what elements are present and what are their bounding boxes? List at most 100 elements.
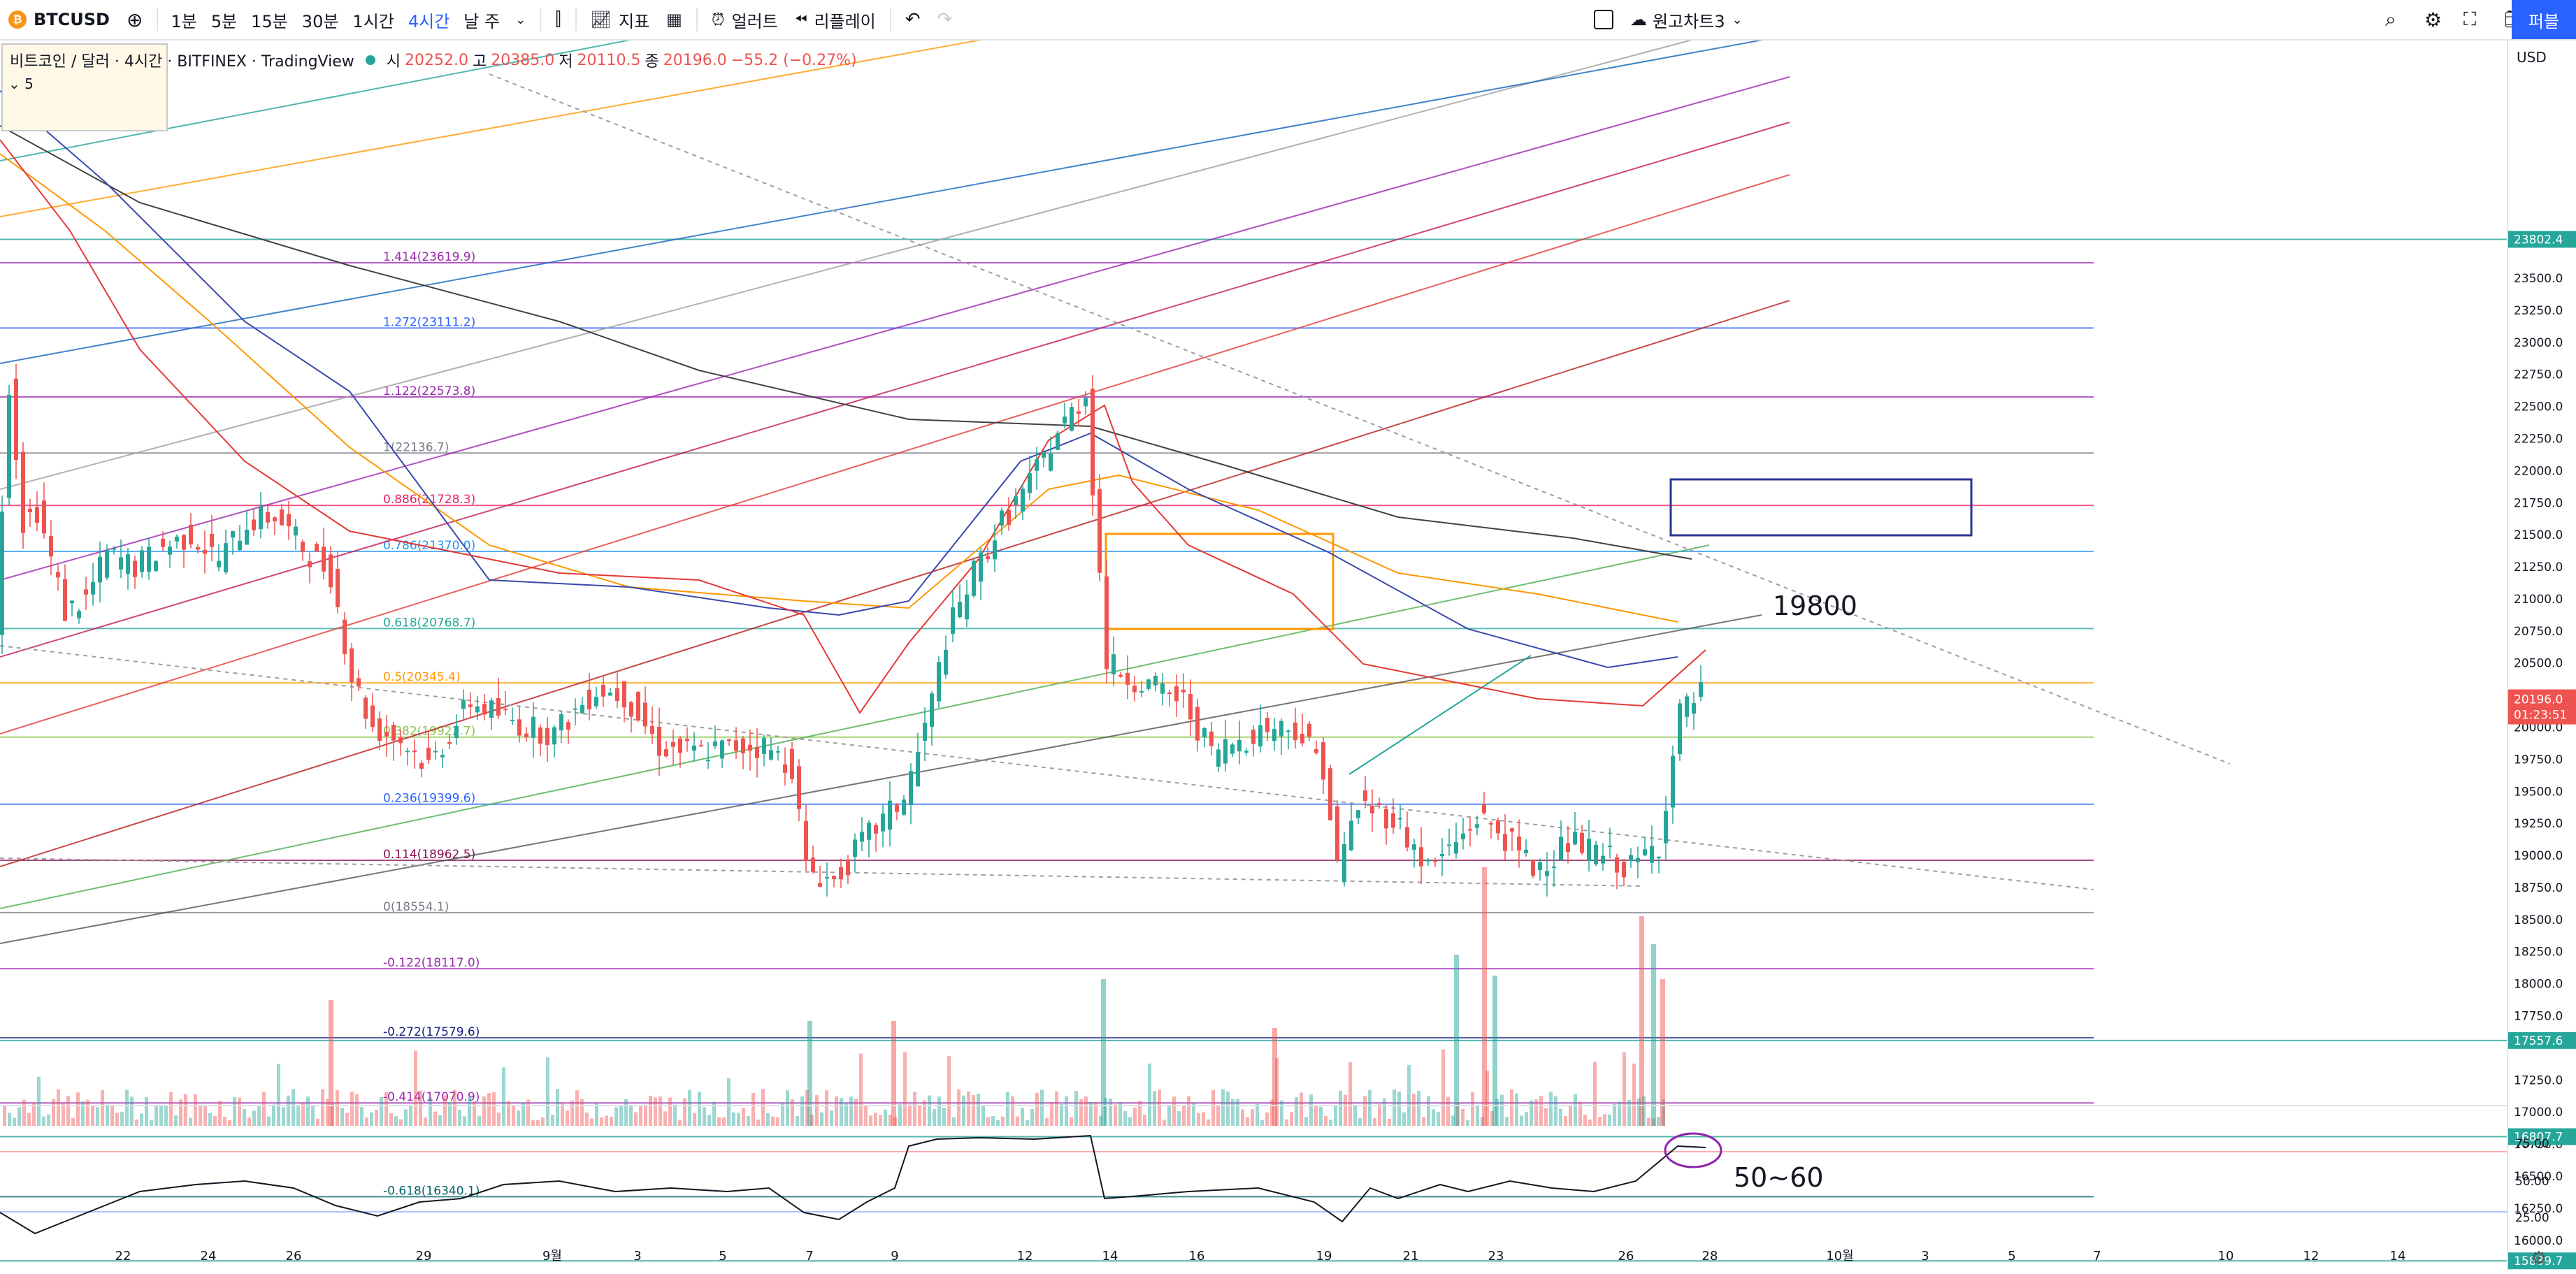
replay-button[interactable]: ⏪︎ 리플레이 xyxy=(786,0,884,39)
candle-body xyxy=(902,799,906,815)
volume-bar xyxy=(1026,1120,1029,1126)
fullscreen-button[interactable]: ⛶ xyxy=(2455,0,2484,39)
rsi-pane xyxy=(0,1105,2507,1235)
timeframe-button[interactable]: 1시간 xyxy=(352,11,394,31)
timeframe-button[interactable]: 날 주 xyxy=(463,11,501,31)
publish-button[interactable]: 퍼블 xyxy=(2512,0,2576,39)
volume-bar xyxy=(786,1090,789,1126)
volume-bar xyxy=(473,1101,476,1126)
time-tick-label: 12 xyxy=(1017,1249,1033,1264)
interval-dropdown[interactable]: ⌄ xyxy=(507,0,534,39)
volume-bar xyxy=(1207,1119,1210,1126)
fib-label: -0.122(18117.0) xyxy=(383,956,480,970)
templates-button[interactable]: ▦ xyxy=(658,0,691,39)
layout-name-button[interactable]: ☁︎ 원고차트3 ⌄ xyxy=(1622,0,1751,39)
layout-toggle-button[interactable] xyxy=(1585,0,1622,39)
volume-bar xyxy=(751,1092,755,1126)
volume-bar xyxy=(42,1116,45,1126)
candle-body xyxy=(1538,862,1542,870)
alarm-clock-icon: ⏰︎ xyxy=(711,10,725,29)
moving-average-line xyxy=(0,153,1678,623)
candle-body xyxy=(972,560,976,596)
volume-bar xyxy=(477,1115,481,1126)
timeframe-button[interactable]: 30분 xyxy=(301,11,339,31)
price-tick-label: 17250.0 xyxy=(2514,1073,2563,1087)
timeframe-button[interactable]: 4시간 xyxy=(408,11,450,31)
currency-label[interactable]: USD xyxy=(2517,49,2547,66)
compare-add-button[interactable]: ⊕ xyxy=(118,0,151,39)
candle-body xyxy=(1489,823,1493,825)
volume-bar xyxy=(1272,1028,1277,1126)
price-tick-label: 20750.0 xyxy=(2514,625,2563,639)
chart-type-button[interactable]: ⫿ xyxy=(547,0,569,39)
divider xyxy=(696,8,698,31)
legend-collapse-button[interactable]: ⌄ 5 xyxy=(8,75,34,92)
candle-body xyxy=(1580,832,1584,853)
candle-body xyxy=(147,546,151,572)
candle-body xyxy=(1440,854,1444,857)
candle-body xyxy=(1573,832,1577,845)
redo-button[interactable]: ↷ xyxy=(929,0,961,39)
volume-bar xyxy=(891,1021,896,1126)
candle-body xyxy=(1279,721,1283,737)
symbol-label: BTCUSD xyxy=(34,10,110,29)
indicators-button[interactable]: 📈︎ 지표 xyxy=(582,0,659,39)
price-scale[interactable]: 23500.0 23250.0 23000.0 22750.0 22500.0 22250… xyxy=(2507,41,2576,1271)
open-label: 시 xyxy=(386,53,401,71)
volume-bar xyxy=(1216,1105,1220,1126)
candle-body xyxy=(224,543,228,573)
candle-body xyxy=(727,739,731,741)
fib-label: 1.122(22573.8) xyxy=(383,384,475,398)
volume-bar xyxy=(316,1118,319,1126)
candle-body xyxy=(231,531,235,538)
candle-body xyxy=(1699,682,1703,697)
volume-bar xyxy=(487,1093,491,1126)
volume-bar xyxy=(218,1100,222,1126)
candle-body xyxy=(1321,742,1325,780)
settings-button[interactable]: ⚙ xyxy=(2416,0,2450,39)
timeframe-button[interactable]: 1분 xyxy=(171,11,197,31)
volume-bar xyxy=(1534,1099,1538,1126)
volume-bar xyxy=(952,1117,956,1126)
candle-body xyxy=(685,739,689,741)
volume-bar xyxy=(884,1109,887,1126)
time-tick-label: 23 xyxy=(1488,1249,1504,1264)
candle-body xyxy=(1000,510,1004,526)
time-tick-label: 5 xyxy=(2008,1249,2015,1264)
volume-bar xyxy=(1197,1113,1200,1126)
volume-bar xyxy=(654,1097,657,1126)
search-button[interactable]: ⌕ xyxy=(2377,0,2405,39)
volume-bar xyxy=(903,1052,907,1126)
volume-bar xyxy=(521,1102,525,1126)
volume-bar xyxy=(1388,1118,1391,1126)
volume-bar xyxy=(1427,1096,1430,1126)
candle-body xyxy=(1545,871,1549,876)
volume-bar xyxy=(1417,1090,1420,1126)
volume-bar xyxy=(1118,1102,1122,1126)
candle-body xyxy=(203,549,207,554)
volume-bar xyxy=(468,1096,471,1126)
volume-bar xyxy=(1319,1106,1323,1126)
volume-bar xyxy=(154,1106,158,1126)
candle-body xyxy=(1405,827,1409,848)
volume-bar xyxy=(805,1090,809,1126)
price-chart[interactable]: 1.414(23619.9) 1.272(23111.2) 1.122(22573.… xyxy=(0,41,2507,1271)
last-price-badge xyxy=(2508,689,2576,725)
undo-button[interactable]: ↶ xyxy=(897,0,929,39)
candle-body xyxy=(1391,813,1395,828)
volume-bar xyxy=(541,1117,545,1126)
scale-settings-gear-icon[interactable]: ⚙ xyxy=(2531,1248,2547,1269)
timeframe-button[interactable]: 5분 xyxy=(210,11,238,31)
timeframe-button[interactable]: 15분 xyxy=(251,11,288,31)
alert-button[interactable]: ⏰︎ 얼러트 xyxy=(703,0,786,39)
candle-body xyxy=(1342,844,1346,883)
volume-bar xyxy=(668,1097,672,1126)
symbol-search[interactable]: ₿ BTCUSD xyxy=(0,0,118,39)
legend-background xyxy=(1,43,168,131)
volume-bar xyxy=(448,1101,452,1126)
volume-bar xyxy=(1660,979,1665,1126)
rsi-highlight-circle xyxy=(1664,1132,1722,1168)
volume-bar xyxy=(228,1120,231,1126)
volume-bar xyxy=(1393,1089,1396,1126)
candle-body xyxy=(734,740,738,751)
